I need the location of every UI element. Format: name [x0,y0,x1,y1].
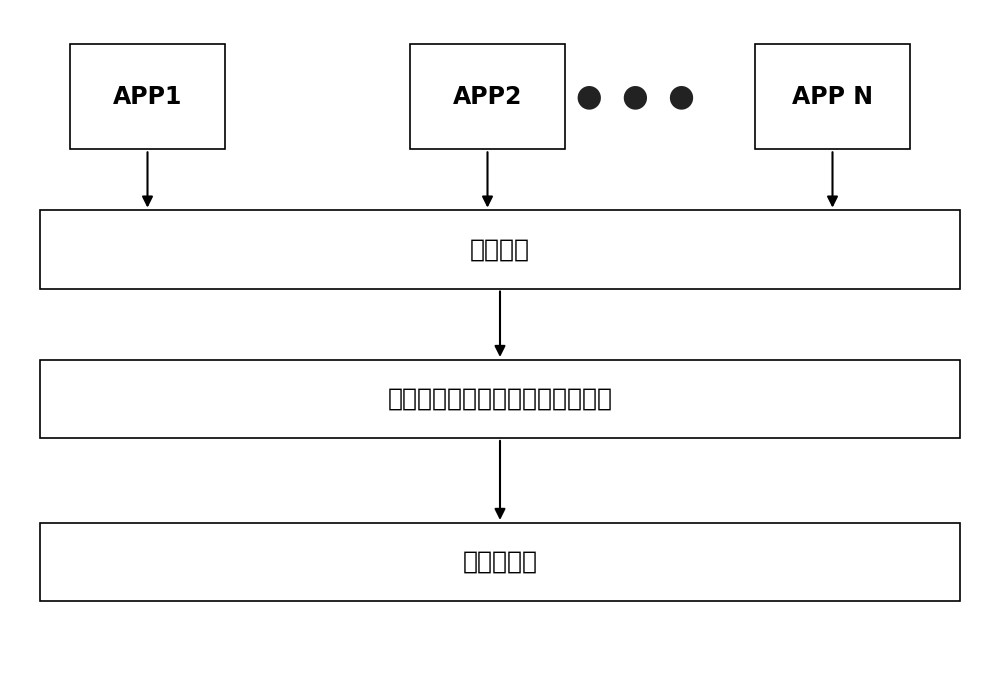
Text: APP N: APP N [792,85,873,109]
Bar [40,360,960,438]
Bar [755,44,910,149]
Text: APP1: APP1 [113,85,182,109]
Text: ●  ●  ●: ● ● ● [576,82,694,111]
Text: 所有图层: 所有图层 [470,238,530,261]
Text: 可见图层列表，合成到一个缓存区: 可见图层列表，合成到一个缓存区 [388,387,612,411]
Bar [70,44,225,149]
Text: APP2: APP2 [453,85,522,109]
Text: 显示屏显示: 显示屏显示 [462,550,538,574]
Bar [40,523,960,601]
Bar [410,44,565,149]
Bar [40,210,960,289]
